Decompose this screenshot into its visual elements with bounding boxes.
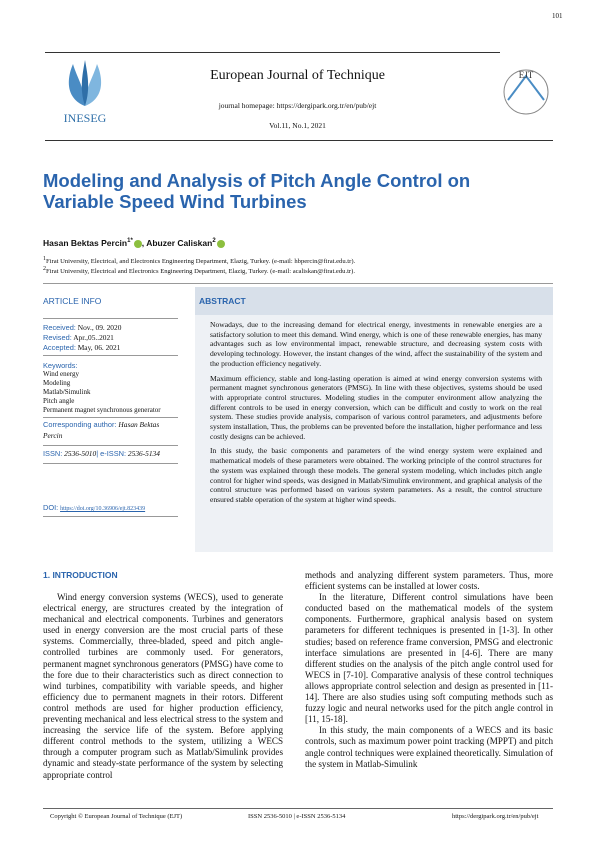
abstract-text: Nowadays, due to the increasing demand f…: [210, 320, 542, 510]
eissn-value: 2536-5134: [127, 449, 160, 458]
author-mark: 2: [212, 238, 216, 245]
keyword: Modeling: [43, 379, 71, 387]
date-row: Received: Nov., 09. 2020: [43, 323, 121, 333]
right-logo: EJT: [503, 69, 549, 115]
intro-left-column: Wind energy conversion systems (WECS), u…: [43, 592, 283, 781]
paragraph: Wind energy conversion systems (WECS), u…: [43, 592, 283, 780]
date-row: Revised: Apr.,05..2021: [43, 333, 121, 343]
affiliation-text: Firat University, Electrical, and Electr…: [46, 258, 356, 266]
date-label: Received:: [43, 323, 76, 332]
page-number: 101: [552, 12, 563, 20]
date-label: Accepted:: [43, 343, 76, 352]
rule: [43, 417, 178, 418]
affiliation-mark: 1: [43, 256, 46, 262]
rule: [43, 808, 553, 809]
orcid-icon: [133, 239, 142, 248]
affiliation: 1Firat University, Electrical, and Elect…: [43, 256, 355, 265]
date-value: May, 06. 2021: [77, 343, 121, 352]
eissn-label: | e-ISSN:: [96, 449, 127, 458]
affiliation: 2Firat University, Electrical and Electr…: [43, 266, 355, 275]
dates: Received: Nov., 09. 2020 Revised: Apr.,0…: [43, 323, 121, 353]
paragraph: In this study, the main components of a …: [305, 725, 553, 769]
footer-url: https://dergipark.org.tr/en/pub/ejt: [452, 813, 539, 820]
rule: [43, 318, 178, 319]
paragraph: methods and analyzing different system p…: [305, 570, 553, 592]
footer-issn: ISSN 2536-5010 | e-ISSN 2536-5134: [248, 813, 346, 820]
paragraph: Maximum efficiency, stable and long-last…: [210, 373, 542, 441]
logo-text: EJT: [519, 70, 534, 80]
paragraph: Nowadays, due to the increasing demand f…: [210, 320, 542, 368]
doi-label: DOI:: [43, 503, 59, 512]
rule: [43, 463, 178, 464]
abstract-body-band: [195, 315, 553, 552]
keyword: Permanent magnet synchronous generator: [43, 406, 161, 414]
journal-title: European Journal of Technique: [210, 68, 385, 83]
corresponding-name: Hasan Bektas Percin: [43, 420, 160, 440]
article-info-heading: ARTICLE INFO: [43, 296, 102, 306]
rule: [43, 516, 178, 517]
section-heading: 1. INTRODUCTION: [43, 570, 118, 580]
authors: Hasan Bektas Percin1* , Abuzer Caliskan2: [43, 238, 225, 248]
rule: [43, 445, 178, 446]
issn-label: ISSN:: [43, 449, 63, 458]
orcid-icon: [216, 239, 225, 248]
abstract-heading: ABSTRACT: [199, 296, 246, 306]
volume: Vol.11, No.1, 2021: [269, 121, 326, 130]
author: Hasan Bektas Percin: [43, 238, 128, 248]
keywords: Wind energy Modeling Matlab/Simulink Pitch …: [43, 370, 161, 415]
rule: [43, 283, 553, 284]
date-label: Revised:: [43, 333, 72, 342]
keyword: Wind energy: [43, 370, 79, 378]
date-value: Apr.,05..2021: [73, 333, 114, 342]
logo-text: INESEG: [64, 111, 107, 125]
date-value: Nov., 09. 2020: [77, 323, 122, 332]
corresponding-label: Corresponding author:: [43, 420, 117, 429]
left-logo: INESEG: [64, 60, 107, 125]
intro-right-column: methods and analyzing different system p…: [305, 570, 553, 770]
footer-copyright: Copyright © European Journal of Techniqu…: [50, 813, 183, 820]
keyword: Matlab/Simulink: [43, 388, 91, 396]
author-mark: 1*: [127, 238, 133, 245]
abstract-header-band: [195, 287, 553, 315]
date-row: Accepted: May, 06. 2021: [43, 343, 121, 353]
homepage: journal homepage: https://dergipark.org.…: [218, 101, 377, 110]
keyword: Pitch angle: [43, 397, 75, 405]
author: , Abuzer Caliskan: [141, 238, 213, 248]
rule: [43, 355, 178, 356]
issn-value: 2536-5010: [64, 449, 97, 458]
affiliation-text: Firat University, Electrical and Electro…: [46, 268, 355, 276]
rule: [45, 140, 553, 141]
keywords-label: Keywords:: [43, 361, 78, 370]
paragraph: In this study, the basic components and …: [210, 446, 542, 504]
corresponding-author: Corresponding author: Hasan Bektas Perci…: [43, 420, 178, 441]
doi-link[interactable]: https://doi.org/10.36906/ejt.823439: [60, 506, 146, 512]
paragraph: In the literature, Different control sim…: [305, 592, 553, 725]
affiliation-mark: 2: [43, 266, 46, 272]
rule: [45, 52, 500, 53]
issn: ISSN: 2536-5010| e-ISSN: 2536-5134: [43, 449, 160, 458]
article-title: Modeling and Analysis of Pitch Angle Con…: [43, 170, 471, 212]
doi: DOI: https://doi.org/10.36906/ejt.823439: [43, 503, 145, 512]
